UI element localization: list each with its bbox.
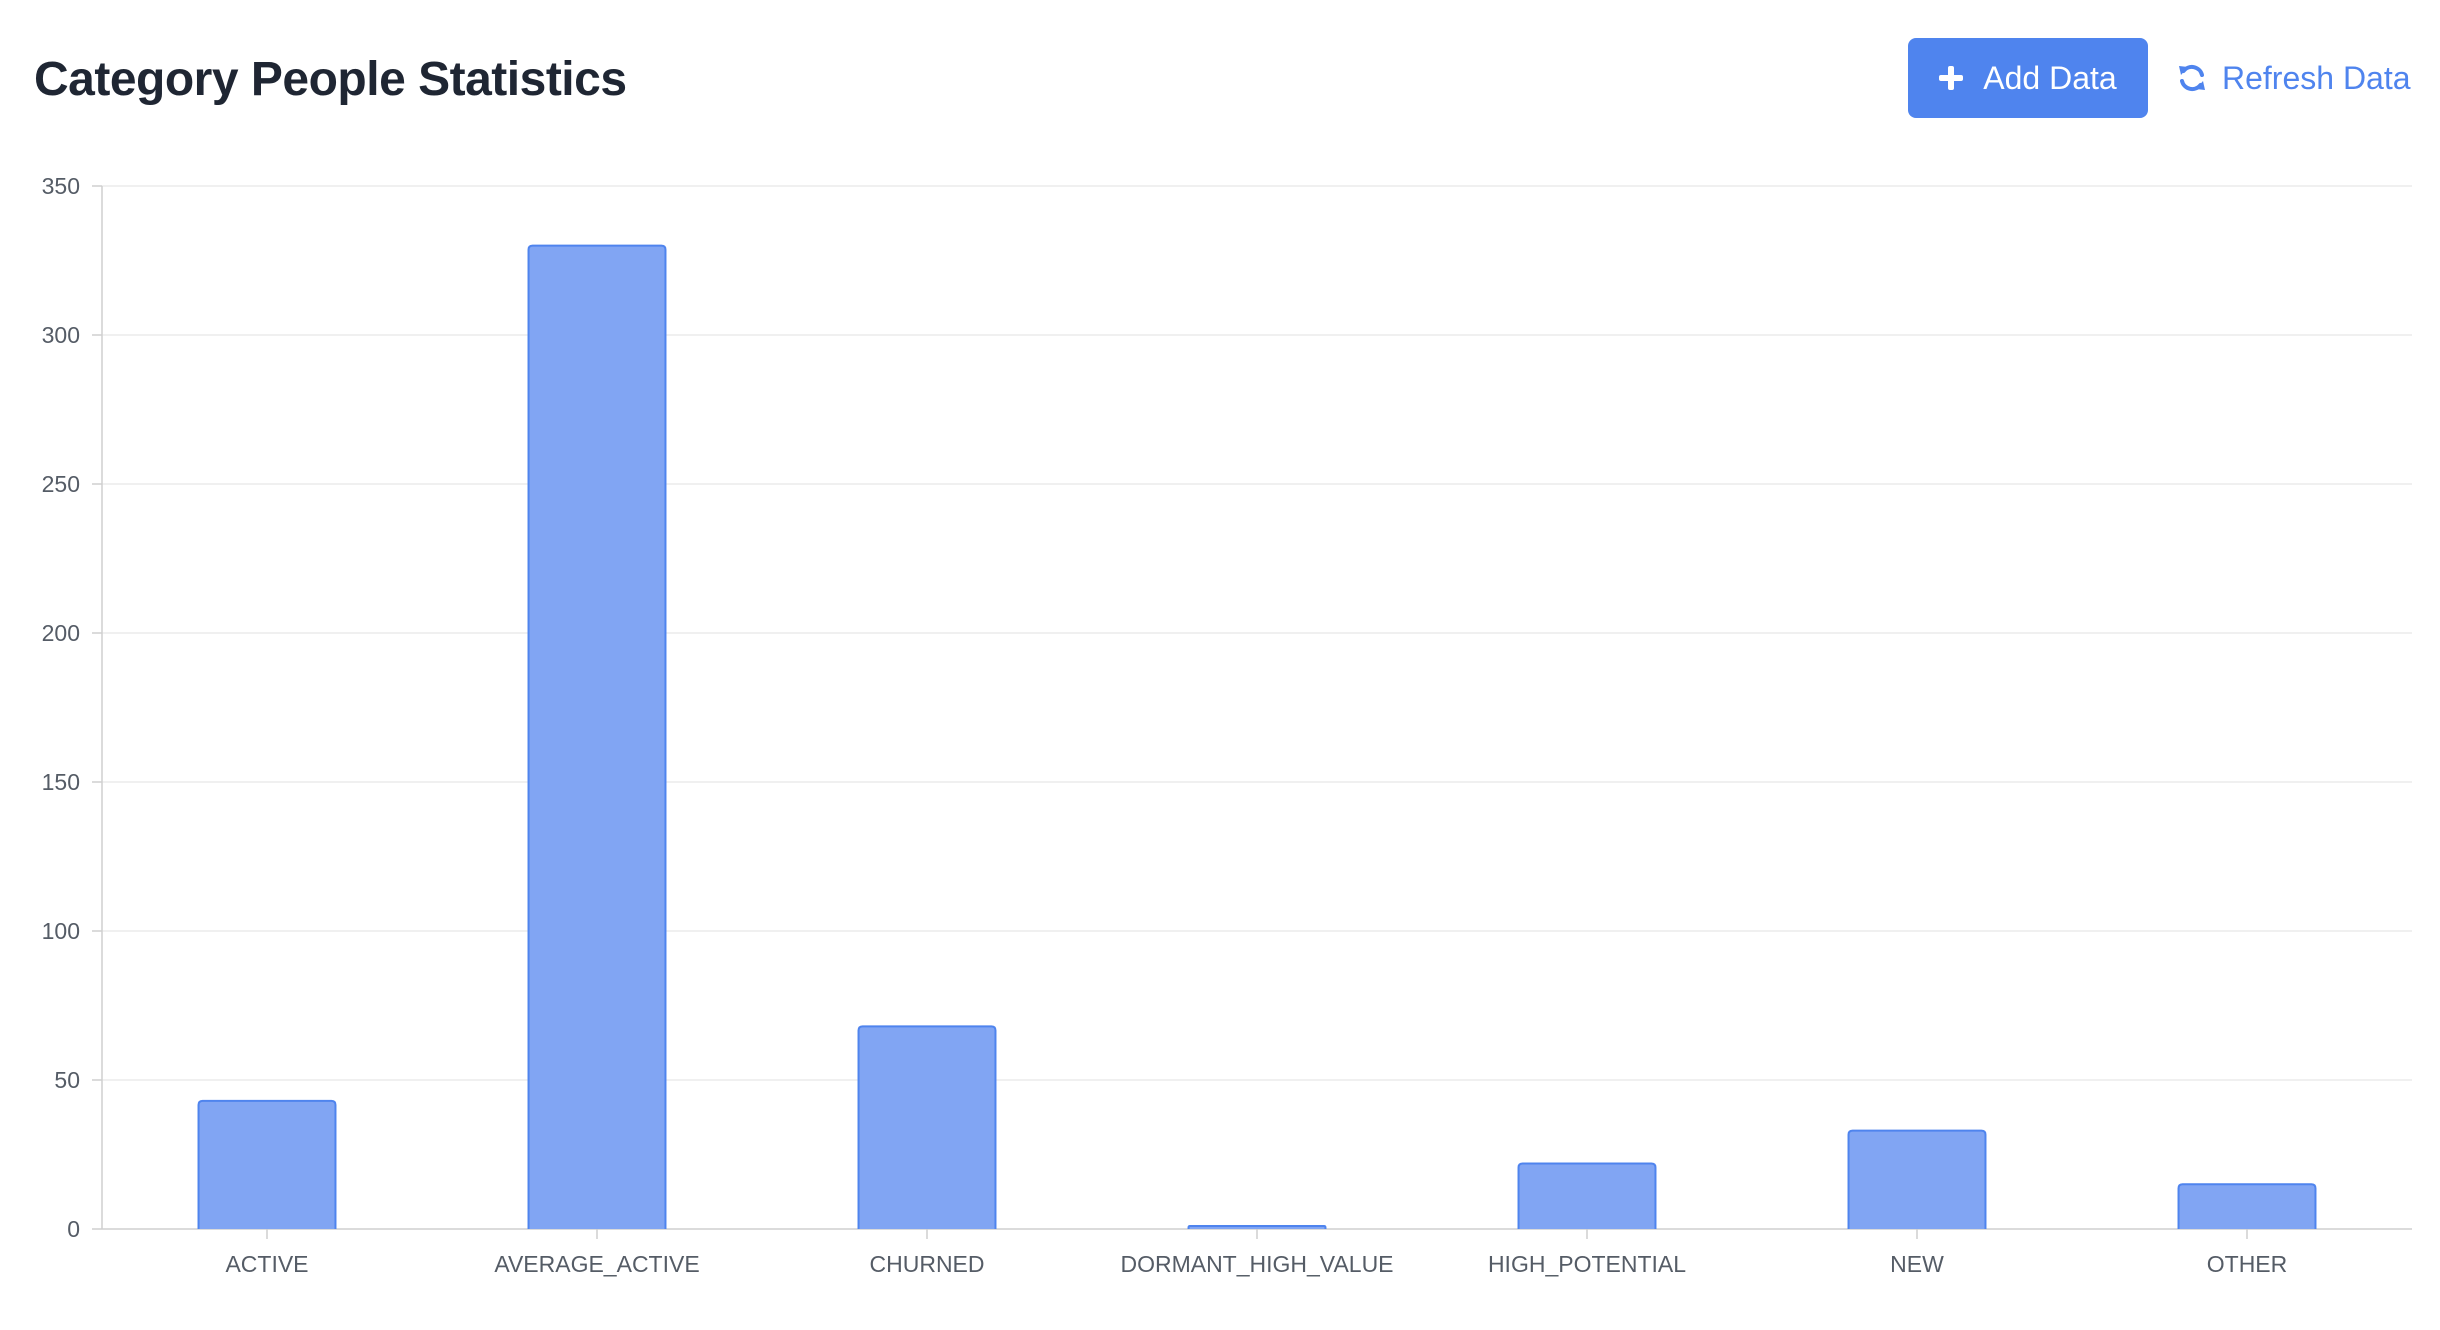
bar-churned [857,1025,997,1229]
y-tick-label: 350 [42,173,80,199]
x-tick-label: NEW [1890,1251,1944,1277]
y-tick-label: 0 [67,1216,80,1242]
x-tick-label: AVERAGE_ACTIVE [494,1251,699,1277]
x-tick-label: HIGH_POTENTIAL [1488,1251,1686,1277]
refresh-data-button[interactable]: Refresh Data [2176,38,2411,118]
bar-other [2177,1183,2317,1229]
refresh-icon [2179,64,2205,92]
bar-dormant-high-value [1187,1225,1327,1229]
bar-average-active [527,244,667,1229]
add-data-button[interactable]: Add Data [1908,38,2148,118]
add-data-label: Add Data [1983,59,2117,96]
x-tick-label: OTHER [2207,1251,2288,1277]
x-tick-label: DORMANT_HIGH_VALUE [1120,1251,1393,1277]
bar-high-potential [1517,1162,1657,1229]
x-tick-label: ACTIVE [225,1251,308,1277]
y-tick-label: 200 [42,620,80,646]
bar-active [197,1099,337,1229]
page-title: Category People Statistics [34,53,627,106]
y-tick-label: 100 [42,918,80,944]
y-tick-label: 50 [54,1067,80,1093]
y-tick-label: 150 [42,769,80,795]
x-tick-label: CHURNED [870,1251,985,1277]
y-tick-label: 300 [42,322,80,348]
refresh-data-label: Refresh Data [2222,59,2411,96]
plus-icon [1939,66,1964,90]
y-tick-label: 250 [42,471,80,497]
bar-new [1847,1129,1987,1229]
